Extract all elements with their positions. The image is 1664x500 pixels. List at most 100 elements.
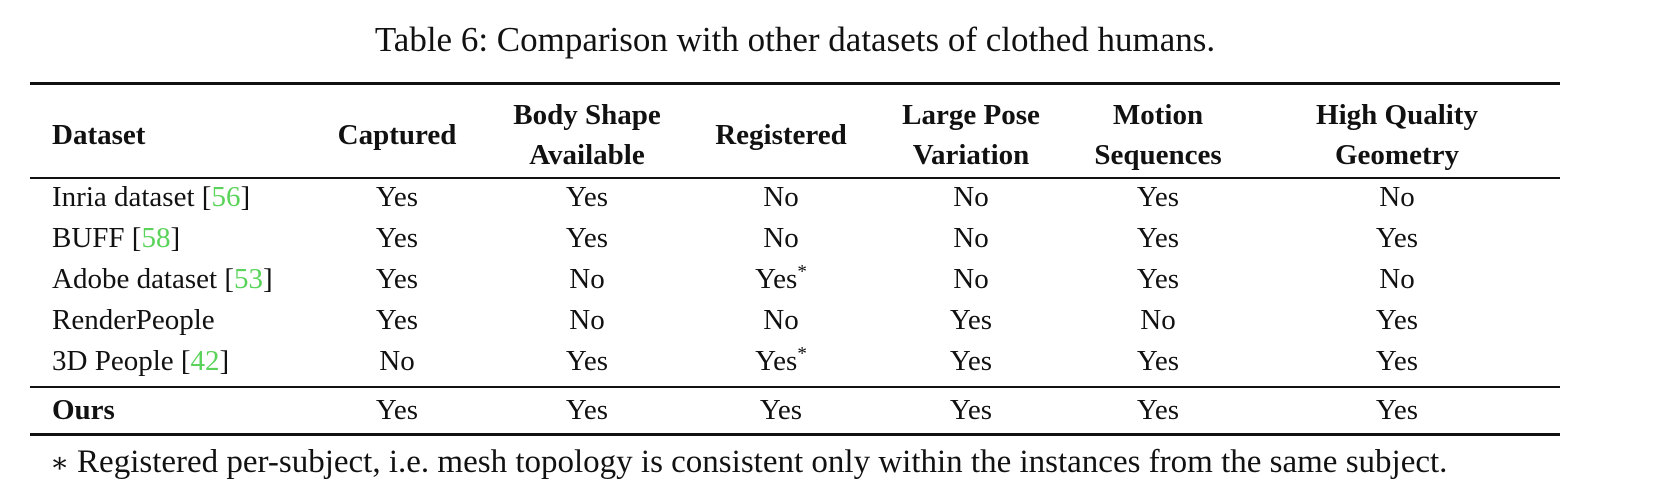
- table-cell: Yes: [1234, 218, 1560, 259]
- table-cell: Yes: [322, 218, 472, 259]
- table-cell: No: [860, 259, 1082, 300]
- dataset-name: RenderPeople: [52, 304, 215, 336]
- table-body: Inria dataset [56] Yes Yes No No Yes No BUFF [5…: [30, 177, 1560, 431]
- table-cell: No: [1234, 177, 1560, 218]
- table-cell: Yes: [860, 390, 1082, 431]
- dataset-name-cell: 3D People [42]: [30, 341, 322, 382]
- cell-value: Yes: [755, 263, 798, 295]
- table-cell: Yes*: [702, 341, 860, 382]
- cell-value: Yes: [565, 181, 609, 213]
- table-row: RenderPeople Yes No No Yes No Yes: [30, 300, 1560, 341]
- cell-value: Yes: [1136, 181, 1180, 213]
- table-cell: Yes: [322, 177, 472, 218]
- citation-bracket: [: [224, 263, 235, 295]
- table-cell: Yes: [860, 300, 1082, 341]
- cell-value: Yes: [565, 345, 609, 377]
- table-cell: No: [472, 259, 702, 300]
- table-cell: Yes: [1082, 218, 1234, 259]
- cell-value: Yes: [1136, 394, 1180, 426]
- table-row: BUFF [58] Yes Yes No No Yes Yes: [30, 218, 1560, 259]
- citation-bracket: ]: [240, 181, 251, 213]
- column-header: Large Pose Variation: [860, 92, 1082, 177]
- column-header-line: Available: [529, 138, 645, 171]
- footnote-symbol: ∗: [50, 448, 70, 479]
- citation-link[interactable]: 53: [234, 263, 264, 295]
- table-cell: Yes: [702, 390, 860, 431]
- dataset-name: Ours: [52, 394, 115, 426]
- cell-value: No: [763, 304, 799, 336]
- cell-value: Yes: [949, 394, 993, 426]
- dataset-name: 3D People: [52, 345, 181, 377]
- table-cell: No: [702, 300, 860, 341]
- table-cell: Yes: [322, 390, 472, 431]
- dataset-name: Adobe dataset: [52, 263, 225, 295]
- column-header-line: Registered: [715, 118, 847, 151]
- column-header-line: Motion: [1112, 98, 1204, 131]
- footnote-marker: *: [797, 261, 807, 283]
- table-cell: Yes: [472, 341, 702, 382]
- cell-value: Yes: [1375, 222, 1419, 254]
- cell-value: Yes: [565, 394, 609, 426]
- table-row: Adobe dataset [53] Yes No Yes* No Yes No: [30, 259, 1560, 300]
- column-header-line: Sequences: [1094, 138, 1222, 171]
- citation-bracket: ]: [263, 263, 273, 295]
- cell-value: No: [763, 181, 799, 213]
- cell-value: No: [1379, 263, 1415, 295]
- citation-bracket: ]: [170, 222, 181, 254]
- citation-link[interactable]: 58: [141, 222, 171, 254]
- footnote-marker: *: [797, 343, 807, 365]
- cell-value: Yes: [375, 263, 419, 295]
- cell-value: Yes: [1375, 304, 1419, 336]
- table-cell: Yes: [472, 177, 702, 218]
- citation-bracket: [: [131, 222, 142, 254]
- column-header-line: High Quality: [1316, 98, 1478, 131]
- cell-value: No: [953, 181, 989, 213]
- cell-value: Yes: [1136, 345, 1180, 377]
- column-header: Motion Sequences: [1082, 92, 1234, 177]
- table-cell: No: [860, 177, 1082, 218]
- table-cell: Yes: [1234, 390, 1560, 431]
- cell-value: No: [569, 304, 605, 336]
- dataset-name-cell: Inria dataset [56]: [30, 177, 322, 218]
- cell-value: Yes: [375, 304, 419, 336]
- dataset-name-cell: RenderPeople: [30, 300, 322, 341]
- cell-value: Yes: [565, 222, 609, 254]
- table-cell: Yes*: [702, 259, 860, 300]
- cell-value: Yes: [949, 345, 993, 377]
- dataset-name-cell: BUFF [58]: [30, 218, 322, 259]
- cell-value: No: [763, 222, 799, 254]
- table-cell: Yes: [322, 259, 472, 300]
- citation-link[interactable]: 42: [190, 345, 220, 377]
- citation-link[interactable]: 56: [211, 181, 241, 213]
- header-row: Dataset Captured Body Shape Available Regist…: [30, 92, 1560, 177]
- cell-value: Yes: [1136, 263, 1180, 295]
- cell-value: Yes: [375, 181, 419, 213]
- table-cell: Yes: [472, 390, 702, 431]
- table-cell: No: [860, 218, 1082, 259]
- table-cell: No: [702, 177, 860, 218]
- cell-value: Yes: [375, 394, 419, 426]
- dataset-name-cell: Adobe dataset [53]: [30, 259, 322, 300]
- footnote: ∗ Registered per-subject, i.e. mesh topol…: [50, 440, 1447, 486]
- table-caption: Table 6: Comparison with other datasets …: [374, 20, 1216, 59]
- table-cell: Yes: [1234, 300, 1560, 341]
- top-rule: [30, 82, 1560, 85]
- cell-value: No: [569, 263, 605, 295]
- column-header-line: Variation: [912, 138, 1030, 171]
- table-cell: No: [1234, 259, 1560, 300]
- table-cell: Yes: [860, 341, 1082, 382]
- dataset-name: Inria dataset: [52, 181, 202, 213]
- column-header-line: Captured: [337, 118, 457, 151]
- ours-separator-rule: [30, 386, 1560, 388]
- column-header: Registered: [702, 92, 860, 177]
- dataset-name: BUFF: [52, 222, 132, 254]
- table-cell: No: [702, 218, 860, 259]
- column-header-line: Geometry: [1335, 138, 1459, 171]
- separator-gap-cell: [30, 382, 1560, 390]
- cell-value: No: [1140, 304, 1176, 336]
- cell-value: No: [379, 345, 415, 377]
- cell-value: No: [953, 222, 989, 254]
- table-cell: No: [322, 341, 472, 382]
- bottom-rule: [30, 433, 1560, 436]
- column-header: High Quality Geometry: [1234, 92, 1560, 177]
